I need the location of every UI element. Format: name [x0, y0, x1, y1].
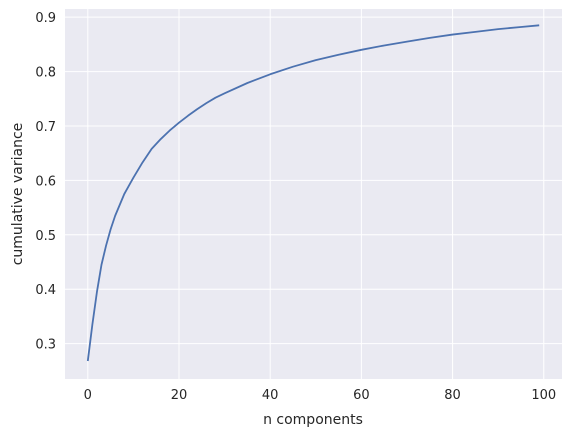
x-tick-label: 20 — [171, 388, 188, 403]
x-tick-label: 0 — [84, 388, 92, 403]
x-tick-label: 40 — [262, 388, 279, 403]
y-tick-label: 0.7 — [35, 120, 56, 135]
y-axis-ticks: 0.3 0.4 0.5 0.6 0.7 0.8 0.9 — [35, 11, 56, 352]
y-tick-label: 0.6 — [35, 174, 56, 189]
x-tick-label: 80 — [444, 388, 461, 403]
x-axis-label: n components — [263, 412, 363, 428]
series-layer — [86, 24, 540, 362]
x-tick-label: 60 — [353, 388, 370, 403]
y-axis-label: cumulative variance — [10, 123, 26, 266]
y-tick-label: 0.9 — [35, 11, 56, 26]
x-axis-ticks: 0 20 40 60 80 100 — [84, 388, 557, 403]
plot-area — [65, 9, 562, 379]
y-tick-label: 0.3 — [35, 338, 56, 353]
y-tick-label: 0.4 — [35, 283, 56, 298]
y-tick-label: 0.8 — [35, 66, 56, 81]
grid — [65, 9, 562, 379]
x-tick-label: 100 — [531, 388, 556, 403]
y-tick-label: 0.5 — [35, 229, 56, 244]
series-line — [86, 24, 540, 362]
